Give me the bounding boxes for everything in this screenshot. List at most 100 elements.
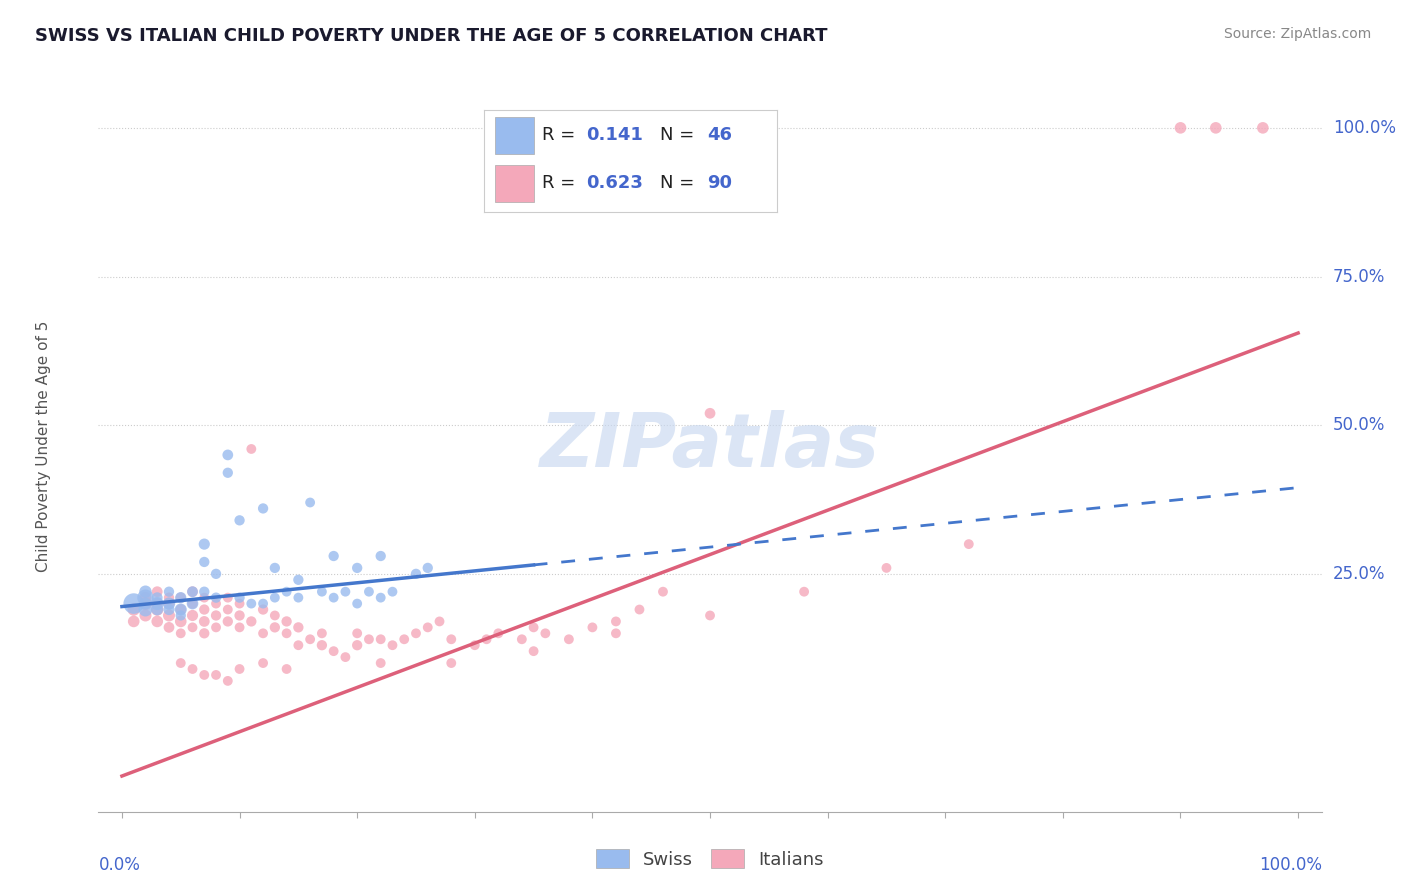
Point <box>134 602 156 616</box>
Text: 75.0%: 75.0% <box>1333 268 1385 285</box>
Point <box>440 632 463 647</box>
Point <box>252 597 274 611</box>
Point <box>193 602 215 616</box>
Point <box>157 602 180 616</box>
Point <box>134 591 156 605</box>
Point <box>486 626 509 640</box>
Point <box>228 591 250 605</box>
Point <box>170 591 193 605</box>
Point <box>205 591 228 605</box>
Point <box>605 615 627 629</box>
Point <box>240 615 263 629</box>
Point <box>170 615 193 629</box>
Point <box>252 626 274 640</box>
Point <box>157 597 180 611</box>
Point <box>1170 120 1192 135</box>
Point <box>228 513 250 527</box>
Point <box>311 626 333 640</box>
Point <box>205 620 228 634</box>
Point <box>475 632 498 647</box>
Point <box>605 626 627 640</box>
Point <box>311 638 333 652</box>
Point <box>287 620 309 634</box>
Point <box>146 584 169 599</box>
Point <box>217 673 239 688</box>
Point <box>205 668 228 682</box>
Point <box>181 608 204 623</box>
Point <box>134 608 156 623</box>
Point <box>699 406 721 420</box>
Point <box>146 615 169 629</box>
Point <box>146 602 169 616</box>
Point <box>170 602 193 616</box>
Point <box>157 608 180 623</box>
Point <box>122 597 145 611</box>
Point <box>346 597 368 611</box>
Point <box>252 501 274 516</box>
Point <box>510 632 533 647</box>
Point <box>392 632 415 647</box>
Point <box>134 591 156 605</box>
Point <box>875 561 897 575</box>
Point <box>217 466 239 480</box>
Point <box>534 626 557 640</box>
Point <box>287 591 309 605</box>
Point <box>157 597 180 611</box>
Point <box>146 591 169 605</box>
Text: SWISS VS ITALIAN CHILD POVERTY UNDER THE AGE OF 5 CORRELATION CHART: SWISS VS ITALIAN CHILD POVERTY UNDER THE… <box>35 27 828 45</box>
Point <box>405 566 427 581</box>
Point <box>193 615 215 629</box>
Text: ZIPatlas: ZIPatlas <box>540 409 880 483</box>
Point <box>217 602 239 616</box>
Point <box>370 632 392 647</box>
Point <box>276 615 298 629</box>
Point <box>252 656 274 670</box>
Point <box>170 626 193 640</box>
Point <box>287 573 309 587</box>
Point <box>429 615 451 629</box>
Point <box>170 591 193 605</box>
Point <box>122 615 145 629</box>
Text: Child Poverty Under the Age of 5: Child Poverty Under the Age of 5 <box>37 320 51 572</box>
Point <box>193 584 215 599</box>
Point <box>193 537 215 551</box>
Point <box>299 632 322 647</box>
Point <box>464 638 486 652</box>
Point <box>170 656 193 670</box>
Point <box>181 584 204 599</box>
Point <box>134 584 156 599</box>
Point <box>146 597 169 611</box>
Point <box>370 656 392 670</box>
Point <box>558 632 581 647</box>
Point <box>146 597 169 611</box>
Point <box>193 626 215 640</box>
Point <box>122 602 145 616</box>
Point <box>322 644 344 658</box>
Point <box>146 602 169 616</box>
Point <box>240 442 263 456</box>
Point <box>370 549 392 563</box>
Point <box>276 584 298 599</box>
Text: 100.0%: 100.0% <box>1258 855 1322 873</box>
Point <box>134 597 156 611</box>
Point <box>287 638 309 652</box>
Point <box>793 584 815 599</box>
Point <box>357 632 380 647</box>
Point <box>217 591 239 605</box>
Text: 100.0%: 100.0% <box>1333 119 1396 136</box>
Point <box>276 626 298 640</box>
Point <box>193 668 215 682</box>
Point <box>217 448 239 462</box>
Point <box>346 561 368 575</box>
Point <box>134 597 156 611</box>
Point <box>240 597 263 611</box>
Point <box>170 602 193 616</box>
Legend: Swiss, Italians: Swiss, Italians <box>589 842 831 876</box>
Text: 25.0%: 25.0% <box>1333 565 1385 582</box>
Point <box>181 597 204 611</box>
Point <box>228 608 250 623</box>
Point <box>252 602 274 616</box>
Point <box>157 620 180 634</box>
Point <box>957 537 980 551</box>
Point <box>228 597 250 611</box>
